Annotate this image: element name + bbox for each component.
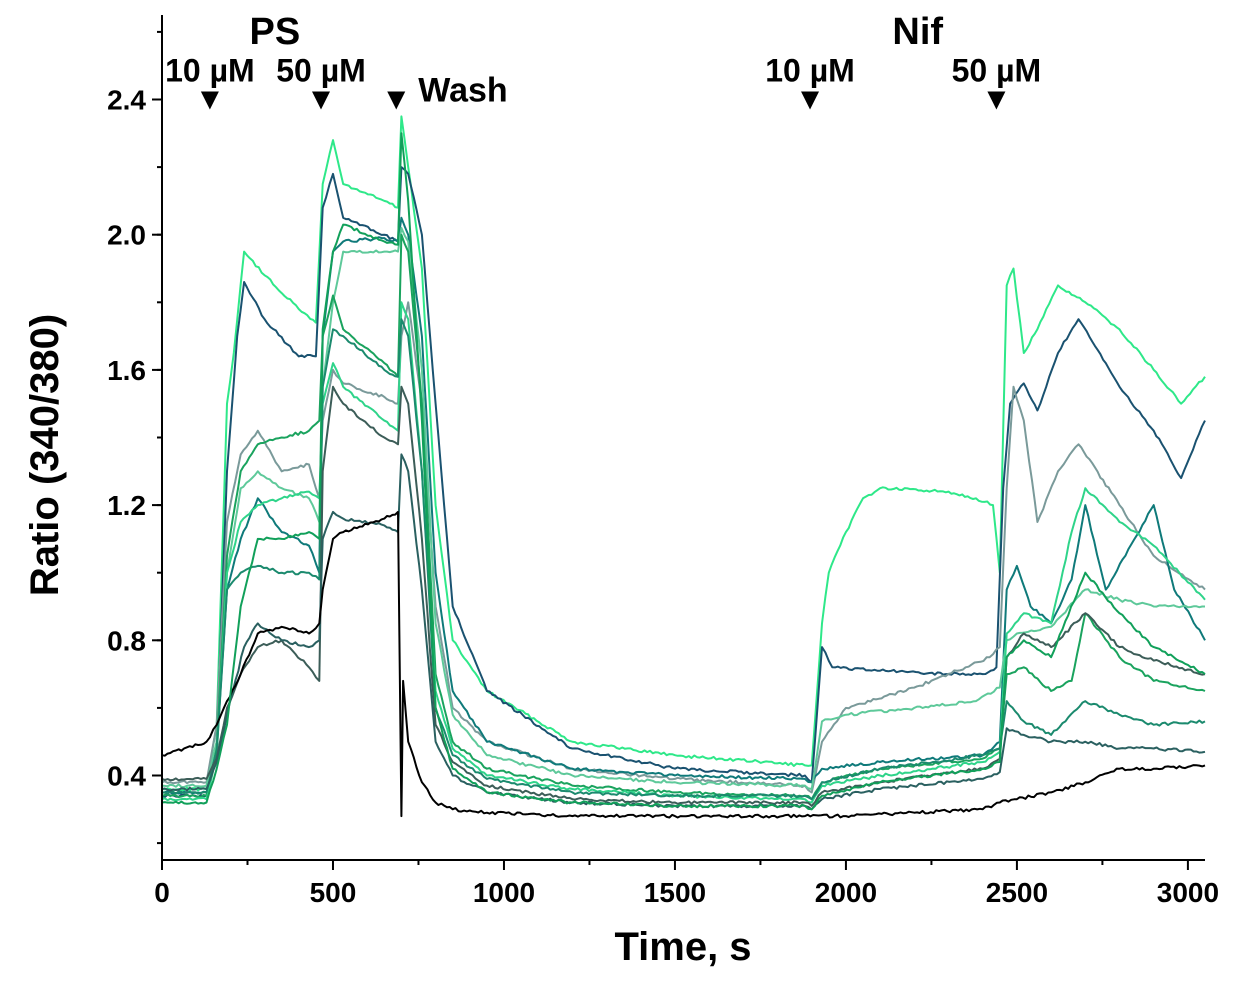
series-layer [161, 115, 1206, 819]
ticks-layer: 0 500 1000 1500 2000 2500 3000 0.4 0.8 1.2 1.6 2.0 2… [107, 30, 1219, 908]
x-tick-label: 2000 [815, 877, 877, 908]
x-tick-label: 1000 [473, 877, 535, 908]
x-tick-label: 3000 [1157, 877, 1219, 908]
series-line-11 [161, 510, 1206, 819]
marker-label: 10 µM [165, 53, 255, 89]
x-axis-title: Time, s [614, 925, 751, 969]
y-tick-label: 1.2 [107, 490, 146, 521]
series-line-12 [161, 132, 1206, 811]
series-line-4 [161, 216, 1206, 795]
marker-arrow [801, 91, 820, 110]
marker-label: 10 µM [765, 53, 855, 89]
marker-label: Wash [418, 72, 507, 110]
series-line-2 [161, 166, 1206, 799]
marker-arrow [387, 91, 406, 110]
series-line-10 [161, 453, 1206, 811]
y-tick-label: 2.4 [107, 85, 146, 116]
series-line-9 [161, 385, 1206, 807]
group-label: Nif [892, 11, 943, 53]
series-line-5 [161, 226, 1205, 790]
y-tick-label: 1.6 [107, 355, 146, 386]
marker-arrow [987, 91, 1006, 110]
series-line-1 [161, 115, 1206, 792]
y-tick-label: 2.0 [107, 220, 146, 251]
marker-label: 50 µM [276, 53, 366, 89]
x-tick-label: 1500 [644, 877, 706, 908]
x-tick-label: 2500 [986, 877, 1048, 908]
y-tick-label: 0.4 [107, 761, 146, 792]
marker-arrow [200, 91, 219, 110]
marker-label: 50 µM [952, 53, 1042, 89]
marker-arrow [312, 91, 331, 110]
x-tick-label: 0 [154, 877, 170, 908]
group-label: PS [249, 11, 300, 53]
annotation-layer: PS Nif 10 µM 50 µM Wash 10 µM 50 µM [165, 11, 1041, 110]
x-tick-label: 500 [310, 877, 357, 908]
y-axis-title: Ratio (340/380) [23, 314, 67, 596]
series-line-8 [161, 318, 1206, 801]
y-tick-label: 0.8 [107, 625, 146, 656]
